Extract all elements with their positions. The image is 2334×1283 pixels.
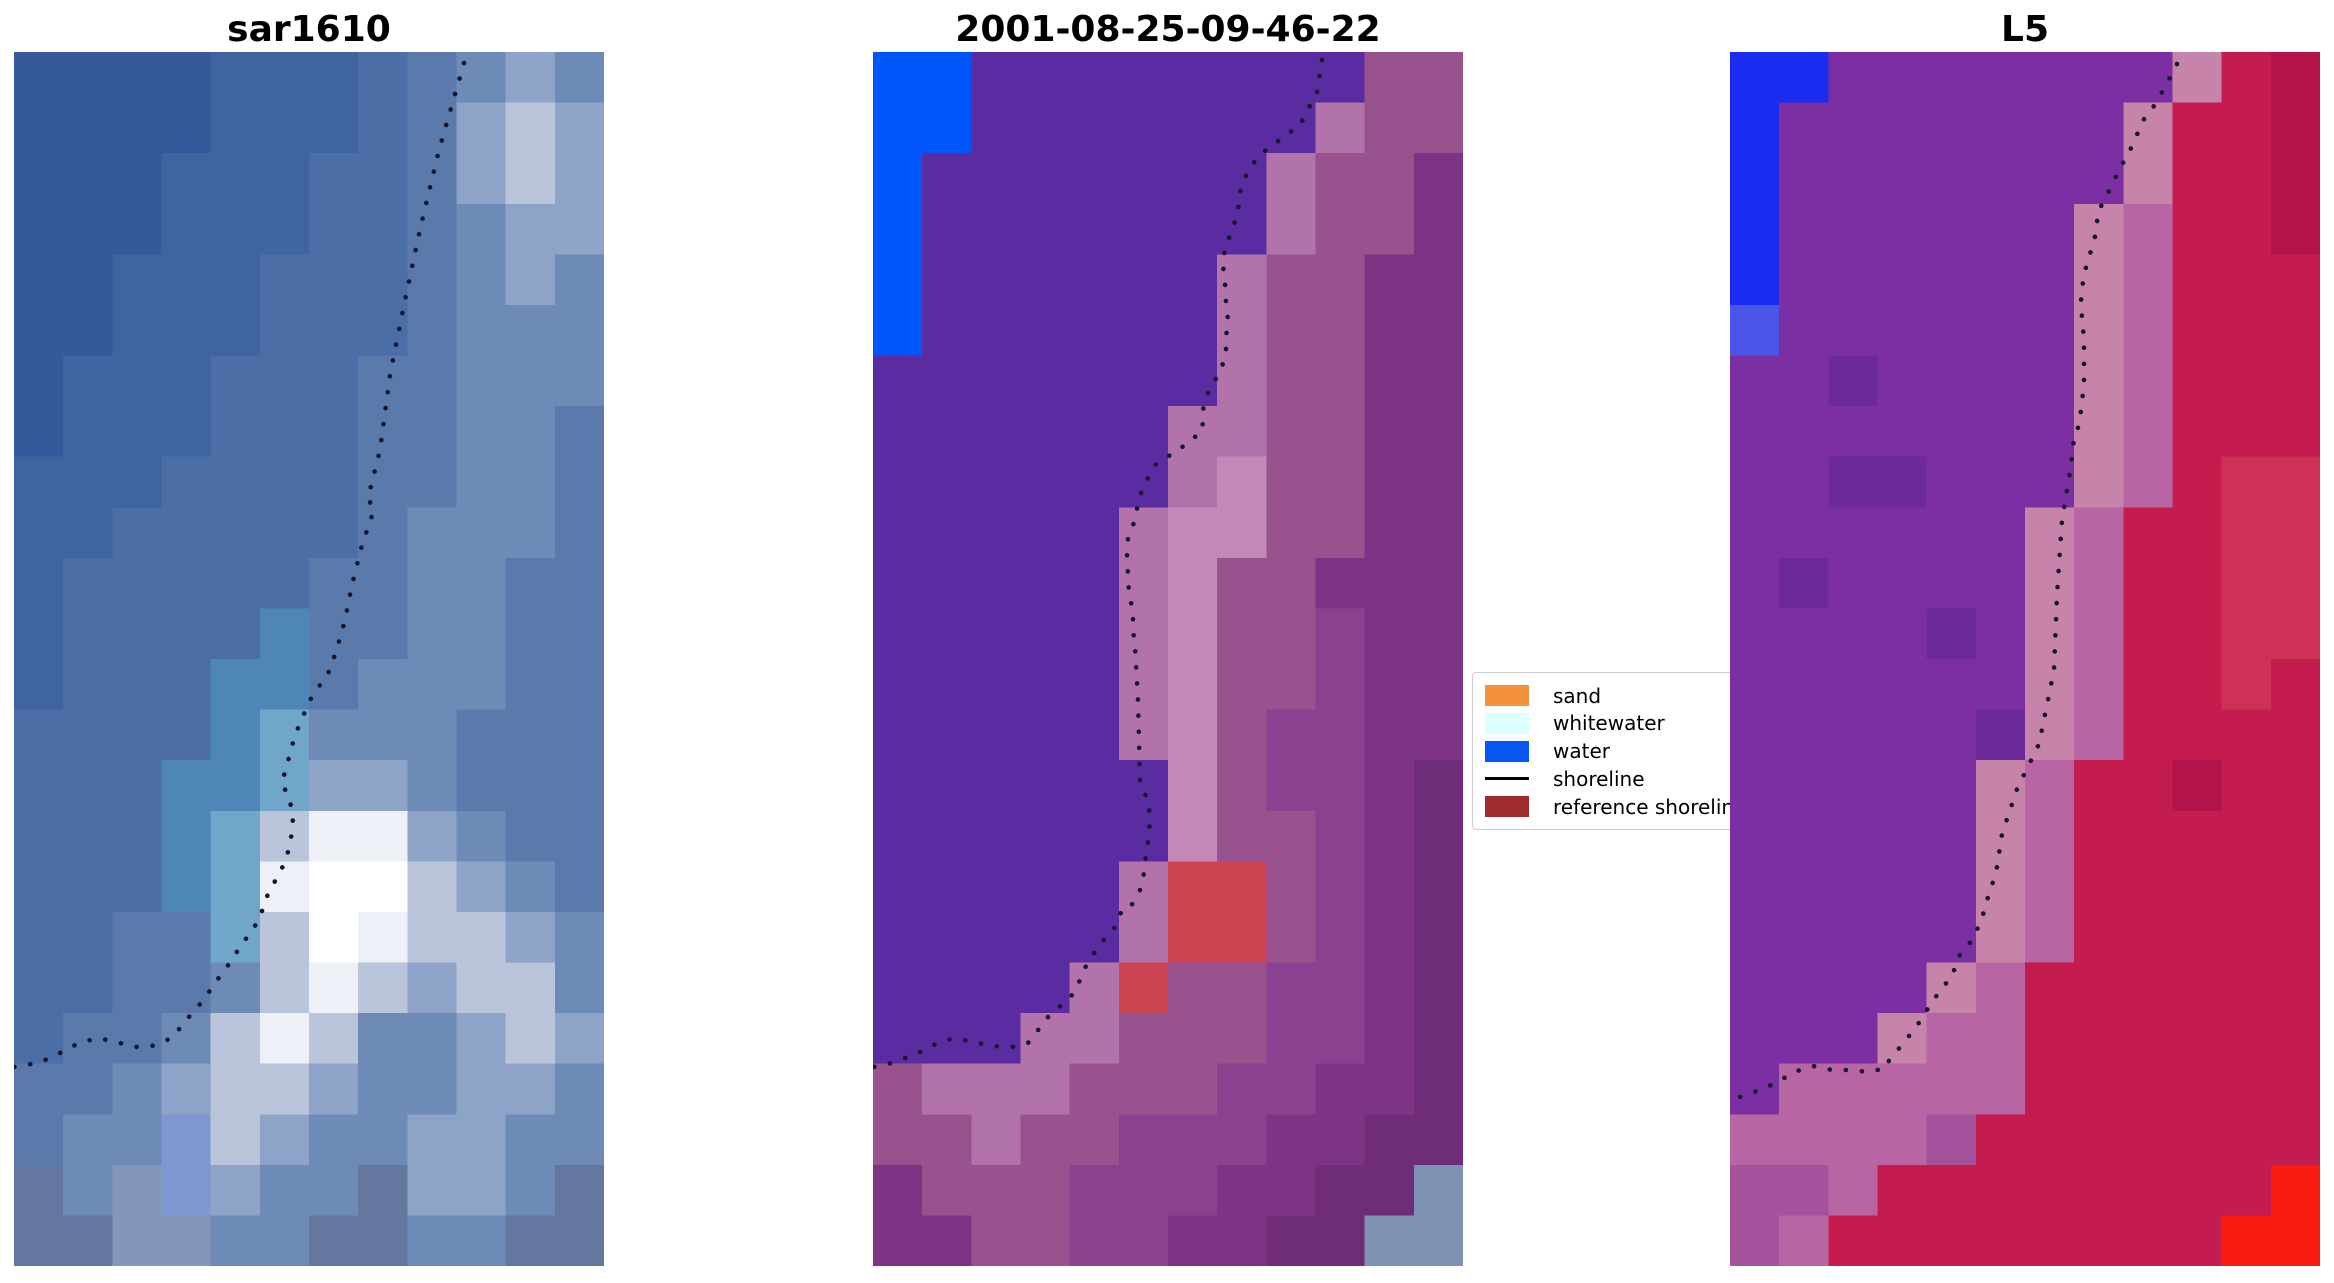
panel-title-classified: 2001-08-25-09-46-22 [955,9,1381,50]
water-swatch-icon [1485,740,1529,762]
satellite-image-sar1610 [14,52,604,1266]
legend-label-sand: sand [1553,683,1602,708]
panel-l5: L5 [1730,0,2320,1266]
panel-sar1610: sar1610 [14,0,604,1266]
reference-shoreline-swatch-icon [1485,796,1529,817]
satellite-image-l5 [1730,52,2320,1266]
legend-row-shoreline: shoreline [1485,765,1755,792]
legend: sand whitewater water shoreline referenc… [1472,672,1768,830]
legend-label-water: water [1553,739,1610,763]
shoreline-dots-overlay [1737,61,2180,1100]
satellite-image-canvas [1730,52,2320,1266]
shoreline-line-icon [1485,777,1529,781]
satellite-image-canvas [14,52,604,1266]
panel-classified-2001-08-25: 2001-08-25-09-46-22 [873,0,1463,1266]
panel-title-l5: L5 [2001,9,2049,50]
legend-row-whitewater: whitewater [1485,710,1755,737]
satellite-image-classified [873,52,1463,1266]
shoreline-dotted-line [14,60,467,1070]
shoreline-dotted-line [873,57,1325,1070]
sand-swatch-icon [1485,685,1529,706]
shoreline-dots-overlay [873,57,1325,1070]
satellite-image-canvas [873,52,1463,1266]
legend-row-sand: sand [1485,682,1755,709]
legend-label-reference-shoreline: reference shoreline [1553,794,1747,819]
shoreline-dots-overlay [14,60,467,1070]
shoreline-dotted-line [1737,61,2180,1100]
legend-label-whitewater: whitewater [1553,711,1665,736]
legend-row-water: water [1485,738,1755,765]
panel-title-sar1610: sar1610 [227,9,391,50]
legend-row-reference-shoreline: reference shoreline [1485,793,1755,820]
legend-label-shoreline: shoreline [1553,766,1645,791]
whitewater-swatch-icon [1485,712,1529,734]
